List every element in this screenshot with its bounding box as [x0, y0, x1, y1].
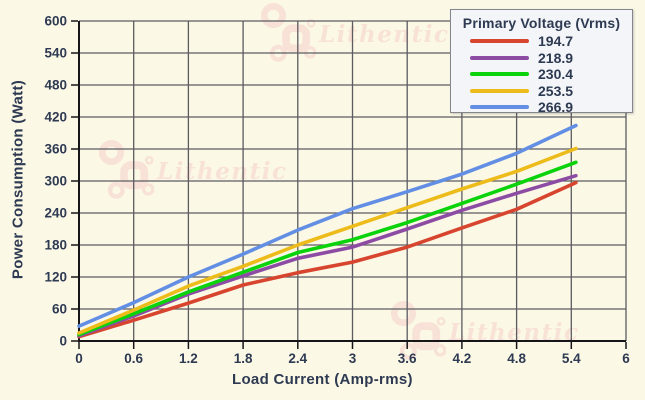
legend-label: 230.4 — [538, 66, 574, 83]
series-line-218.9 — [77, 173, 578, 338]
y-tick-label: 360 — [44, 142, 67, 157]
legend-swatch-230.4 — [470, 72, 529, 77]
y-tick-label: 600 — [44, 14, 67, 29]
x-tick-label: 6 — [622, 351, 630, 366]
legend-item-266.9: 266.9 — [451, 99, 632, 116]
y-tick-label: 420 — [44, 110, 67, 125]
x-tick-label: 4.8 — [507, 351, 526, 366]
x-axis-title: Load Current (Amp-rms) — [232, 371, 413, 388]
legend-title: Primary Voltage (Vrms) — [462, 15, 621, 31]
y-tick-label: 120 — [44, 270, 67, 285]
legend-box: Primary Voltage (Vrms) 194.7 218.9 230.4 25… — [450, 9, 633, 116]
y-tick-label: 180 — [44, 238, 67, 253]
legend-label: 218.9 — [538, 49, 574, 66]
y-tick-label: 240 — [44, 206, 67, 221]
y-tick-label: 300 — [44, 174, 67, 189]
x-tick-label: 5.4 — [562, 351, 581, 366]
legend-swatch-253.5 — [470, 88, 529, 93]
x-tick-label: 1.8 — [234, 351, 253, 366]
legend-item-218.9: 218.9 — [451, 50, 632, 67]
series-line-194.7 — [77, 180, 578, 339]
y-tick-label: 60 — [52, 302, 67, 317]
legend-swatch-266.9 — [470, 105, 529, 110]
y-tick-label: 540 — [44, 46, 67, 61]
series-line-266.9 — [77, 123, 578, 328]
x-tick-label: 4.2 — [453, 351, 472, 366]
legend-item-230.4: 230.4 — [451, 66, 632, 83]
y-tick-label: 480 — [44, 78, 67, 93]
legend-rows: 194.7 218.9 230.4 253.5 266.9 — [451, 33, 632, 116]
x-tick-label: 3.6 — [398, 351, 417, 366]
legend-item-194.7: 194.7 — [451, 33, 632, 50]
y-axis-title: Power Consumption (Watt) — [9, 79, 27, 280]
x-tick-label: 0 — [75, 351, 83, 366]
series-line-230.4 — [77, 160, 578, 337]
legend-label: 194.7 — [538, 33, 574, 50]
legend-item-253.5: 253.5 — [451, 83, 632, 100]
x-tick-label: 0.6 — [124, 351, 143, 366]
legend-swatch-194.7 — [470, 39, 529, 44]
legend-label: 266.9 — [538, 99, 574, 116]
legend-label: 253.5 — [538, 82, 574, 99]
x-tick-label: 1.2 — [179, 351, 198, 366]
x-tick-label: 2.4 — [288, 351, 307, 366]
legend-swatch-218.9 — [470, 55, 529, 60]
series-line-253.5 — [77, 146, 578, 335]
x-tick-label: 3 — [349, 351, 357, 366]
y-tick-label: 0 — [59, 334, 67, 349]
